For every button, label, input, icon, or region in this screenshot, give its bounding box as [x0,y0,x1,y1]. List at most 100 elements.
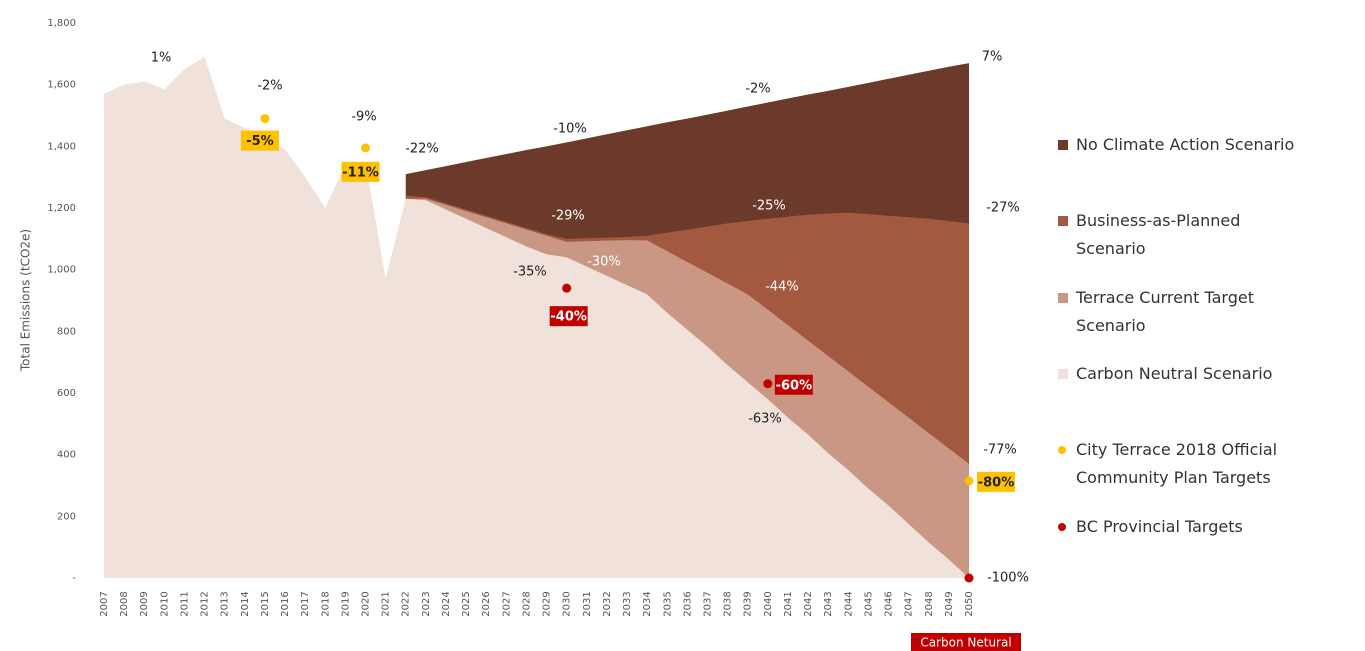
x-tick-label: 2008 [119,591,130,616]
legend-item: No Climate Action Scenario [1058,131,1358,159]
annotation: 1% [151,51,172,66]
annotation: -10% [553,122,587,137]
annotation: -77% [983,443,1017,458]
x-tick-label: 2025 [461,591,472,616]
annotation: -2% [745,82,770,97]
annotation: -29% [551,209,585,224]
x-tick-label: 2024 [441,591,452,616]
x-tick-label: 2010 [159,591,170,616]
area [104,56,969,578]
target-point [964,573,974,583]
x-tick-label: 2028 [521,591,532,616]
legend-label: Carbon Neutral Scenario [1076,364,1273,383]
y-tick-label: 1,000 [47,265,76,276]
annotation: 7% [982,50,1003,65]
target-label-box [341,161,380,182]
target-label: -60% [776,378,813,393]
x-tick-label: 2042 [803,591,814,616]
x-tick-label: 2032 [602,591,613,616]
x-tick-label: 2023 [421,591,432,616]
x-tick-label: 2043 [823,591,834,616]
y-tick-label: 1,200 [47,203,76,214]
x-tick-label: 2038 [723,591,734,616]
legend-label: Terrace Current Target Scenario [1076,288,1254,335]
target-label: -40% [550,310,587,325]
y-tick-label: 1,400 [47,141,76,152]
target-label: -5% [246,134,273,149]
legend-swatch [1058,293,1068,303]
annotation: -44% [765,280,799,295]
annotation: -100% [987,571,1029,586]
legend-label: No Climate Action Scenario [1076,135,1295,154]
x-tick-label: 2007 [99,591,110,616]
x-tick-label: 2048 [924,591,935,616]
legend-swatch [1058,216,1068,226]
x-tick-label: 2045 [863,591,874,616]
y-tick-label: 1,800 [47,18,76,29]
x-tick-label: 2049 [944,591,955,616]
legend-item: Business-as-Planned Scenario [1058,207,1358,263]
target-label-box [549,306,588,327]
x-tick-label: 2017 [300,591,311,616]
x-tick-label: 2015 [260,591,271,616]
x-tick-label: 2037 [702,591,713,616]
x-tick-label: 2034 [642,591,653,616]
x-tick-label: 2020 [361,591,372,616]
target-label: -80% [978,475,1015,490]
legend-item: BC Provincial Targets [1058,513,1358,541]
x-tick-label: 2018 [320,591,331,616]
annotation: -30% [587,255,621,270]
annotation: -35% [513,265,547,280]
x-tick-label: 2013 [220,591,231,616]
annotation: -9% [351,110,376,125]
x-tick-label: 2047 [904,591,915,616]
target-point [964,476,974,486]
target-point [260,114,270,124]
target-label: -11% [342,165,379,180]
x-tick-label: 2041 [783,591,794,616]
legend-label: BC Provincial Targets [1076,517,1243,536]
y-tick-label: 400 [57,450,76,461]
target-label-box [240,130,279,151]
y-tick-label: 800 [57,326,76,337]
annotation: -27% [986,201,1020,216]
legend-swatch [1058,140,1068,150]
x-tick-label: 2009 [139,591,150,616]
annotation: -63% [748,412,782,427]
x-tick-label: 2030 [562,591,573,616]
legend-item: City Terrace 2018 Official Community Pla… [1058,436,1358,492]
target-label-box [774,374,813,395]
x-tick-label: 2019 [340,591,351,616]
x-tick-label: 2046 [884,591,895,616]
x-tick-label: 2050 [964,591,975,616]
y-tick-label: 200 [57,511,76,522]
target-point [361,143,371,153]
x-tick-label: 2031 [582,591,593,616]
y-tick-label: 600 [57,388,76,399]
x-tick-label: 2026 [481,591,492,616]
x-tick-label: 2036 [682,591,693,616]
x-tick-label: 2029 [542,591,553,616]
x-tick-label: 2044 [843,591,854,616]
x-tick-label: 2011 [179,591,190,616]
legend-label: City Terrace 2018 Official Community Pla… [1076,440,1278,487]
target-label-box [977,471,1015,492]
y-tick-label: - [72,573,76,584]
legend-swatch [1058,446,1066,454]
target-point [763,379,773,389]
x-tick-label: 2027 [501,591,512,616]
legend-item: Carbon Neutral Scenario [1058,360,1358,388]
x-tick-label: 2039 [743,591,754,616]
y-axis-label: Total Emissions (tCO2e) [19,229,33,372]
x-tick-label: 2012 [200,591,211,616]
x-tick-label: 2035 [662,591,673,616]
legend-swatch [1058,523,1066,531]
x-tick-label: 2014 [240,591,251,616]
x-tick-label: 2040 [763,591,774,616]
annotation: -2% [257,79,282,94]
legend-label: Business-as-Planned Scenario [1076,211,1241,258]
x-tick-label: 2033 [622,591,633,616]
footnote-box [911,633,1021,651]
legend-item: Terrace Current Target Scenario [1058,284,1358,340]
